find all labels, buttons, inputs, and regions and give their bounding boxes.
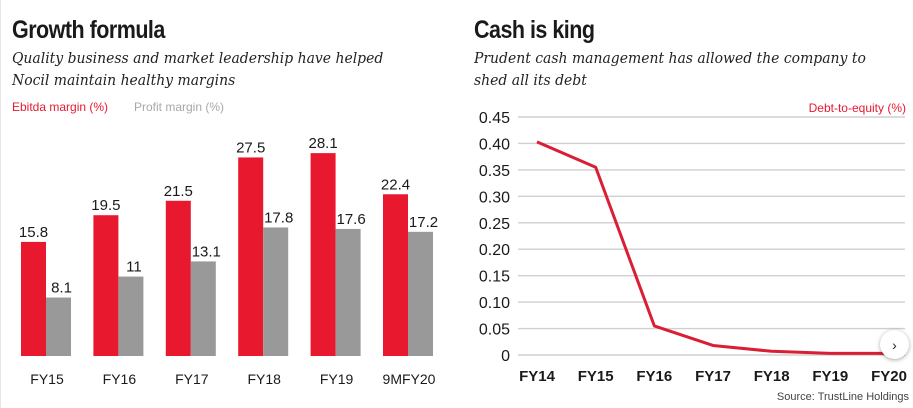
x-tick-label-FY20: FY20: [871, 368, 907, 385]
y-tick-label-0.35: 0.35: [479, 163, 510, 180]
legend-debt-to-equity: Debt-to-equity (%): [808, 101, 906, 115]
ebitda-label-FY18: 27.5: [236, 139, 265, 156]
profit-bar-FY19: [335, 228, 361, 356]
x-tick-label-FY15: FY15: [30, 371, 64, 387]
ebitda-label-FY17: 21.5: [164, 183, 193, 200]
profit-label-FY17: 13.1: [192, 243, 221, 260]
x-tick-label-FY17: FY17: [695, 368, 731, 385]
ebitda-bar-9MFY20: [383, 194, 408, 356]
ebitda-bar-FY16: [93, 215, 119, 356]
x-tick-label-FY18: FY18: [754, 368, 790, 385]
left-chart-title: Growth formula: [12, 16, 165, 44]
x-tick-label-FY17: FY17: [175, 371, 209, 387]
bar-chart: 15.8 8.1 FY15 19.5 11 FY16 21.5 13.1 FY17 27.5 17.…: [19, 135, 438, 387]
x-tick-label-9MFY20: 9MFY20: [383, 371, 436, 387]
y-tick-label-0.45: 0.45: [479, 110, 510, 127]
y-tick-label-0.25: 0.25: [479, 216, 510, 233]
left-subtitle-line-2: Nocil maintain healthy margins: [12, 71, 236, 89]
legend-ebitda: Ebitda margin (%): [12, 100, 109, 114]
y-tick-label-0.30: 0.30: [479, 189, 510, 206]
ebitda-label-FY15: 15.8: [19, 224, 48, 241]
profit-bar-9MFY20: [408, 231, 433, 356]
right-subtitle-line-2: shed all its debt: [474, 71, 587, 89]
x-tick-label-FY16: FY16: [636, 368, 672, 385]
profit-label-FY16: 11: [126, 259, 142, 276]
profit-label-FY15: 8.1: [51, 280, 72, 297]
profit-label-9MFY20: 17.2: [409, 214, 438, 231]
chevron-right-icon: ›: [892, 336, 897, 353]
y-tick-label-0.20: 0.20: [479, 242, 510, 259]
profit-label-FY18: 17.8: [264, 209, 293, 226]
x-tick-label-FY14: FY14: [519, 368, 556, 385]
right-chart-title: Cash is king: [474, 16, 595, 44]
cash-is-king-panel: Cash is king Prudent cash management has…: [460, 0, 913, 408]
y-tick-label-0.05: 0.05: [479, 322, 510, 339]
x-tick-label-FY15: FY15: [578, 368, 614, 385]
ebitda-label-FY16: 19.5: [91, 197, 120, 214]
x-tick-label-FY18: FY18: [247, 371, 281, 387]
left-subtitle-line-1: Quality business and market leadership h…: [12, 49, 384, 67]
x-tick-label-FY19: FY19: [320, 371, 354, 387]
ebitda-label-FY19: 28.1: [308, 135, 337, 152]
profit-bar-FY16: [118, 276, 144, 356]
y-tick-label-0.15: 0.15: [479, 269, 510, 286]
left-chart-subtitle: Quality business and market leadership h…: [12, 47, 458, 91]
x-tick-label-FY19: FY19: [812, 368, 848, 385]
legend-profit: Profit margin (%): [134, 100, 225, 114]
right-subtitle-line-1: Prudent cash management has allowed the …: [474, 49, 866, 67]
ebitda-bar-FY15: [21, 241, 46, 356]
growth-formula-panel: Growth formula Quality business and mark…: [0, 0, 455, 408]
x-tick-label-FY16: FY16: [103, 371, 137, 387]
ebitda-label-9MFY20: 22.4: [381, 176, 410, 193]
debt-to-equity-line: [536, 140, 889, 355]
ebitda-bar-FY17: [165, 200, 191, 356]
profit-bar-FY18: [263, 227, 289, 356]
y-tick-label-0: 0: [501, 348, 510, 365]
profit-label-FY19: 17.6: [336, 211, 365, 228]
y-tick-label-0.40: 0.40: [479, 136, 510, 153]
ebitda-bar-FY19: [310, 153, 336, 356]
right-chart-subtitle: Prudent cash management has allowed the …: [474, 47, 911, 91]
y-tick-label-0.10: 0.10: [479, 295, 510, 312]
profit-bar-FY17: [190, 261, 216, 356]
ebitda-bar-FY18: [238, 157, 264, 356]
profit-bar-FY15: [46, 297, 71, 356]
left-border: [0, 0, 1, 408]
next-button[interactable]: ›: [880, 330, 909, 359]
source-note: Source: TrustLine Holdings: [776, 391, 909, 403]
